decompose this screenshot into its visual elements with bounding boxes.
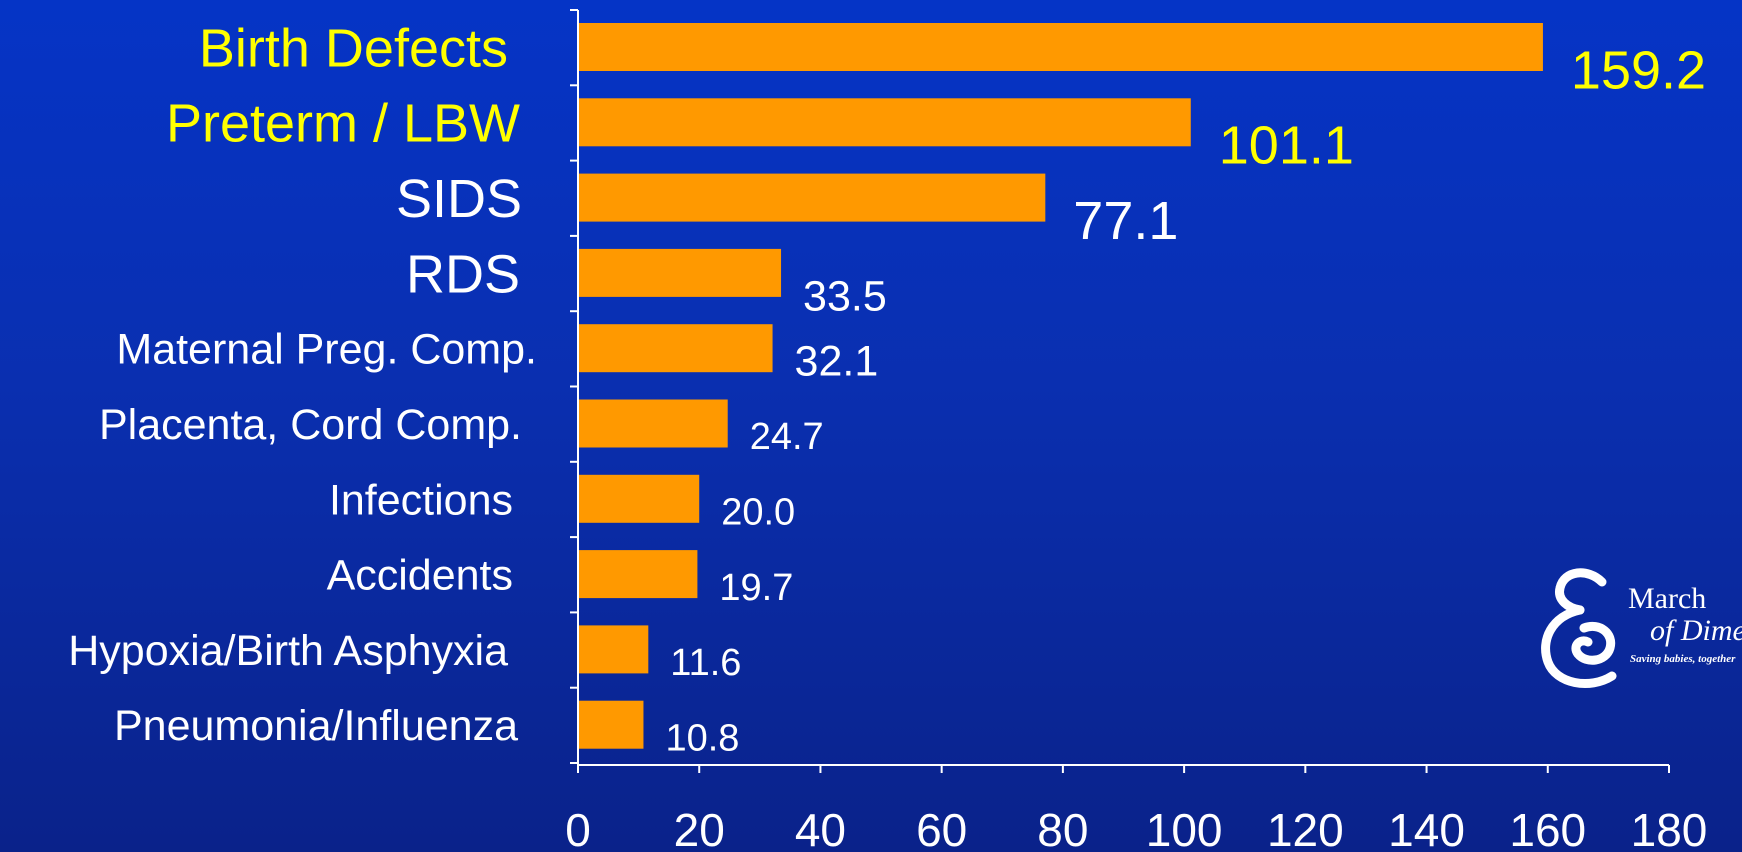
bar-6 <box>579 474 700 523</box>
bar-4 <box>579 324 773 373</box>
bar-7 <box>579 550 698 599</box>
value-label-1: 101.1 <box>1219 116 1354 176</box>
x-tick-label-4: 80 <box>1037 804 1088 852</box>
axes <box>570 9 1670 773</box>
value-label-9: 10.8 <box>665 717 739 759</box>
x-tick-label-8: 160 <box>1509 804 1586 852</box>
x-tick-label-1: 20 <box>674 804 725 852</box>
bar-9 <box>579 700 644 749</box>
bar-5 <box>579 399 728 448</box>
value-label-7: 19.7 <box>719 567 793 609</box>
logo-tagline: Saving babies, together <box>1630 653 1736 665</box>
category-label-9: Pneumonia/Influenza <box>114 702 518 750</box>
category-label-6: Infections <box>329 476 513 524</box>
x-tick-label-6: 120 <box>1267 804 1344 852</box>
logo-mother-child-icon <box>1541 568 1617 688</box>
category-label-2: SIDS <box>396 169 522 229</box>
category-label-0: Birth Defects <box>199 18 508 78</box>
value-labels: 159.2 101.1 77.1 33.5 32.1 24.7 20.0 19.7 11.6 10… <box>665 40 1706 759</box>
bars-group <box>579 23 1543 749</box>
x-tick-label-7: 140 <box>1388 804 1465 852</box>
bar-8 <box>579 625 649 674</box>
x-tick-label-2: 40 <box>795 804 846 852</box>
value-label-2: 77.1 <box>1073 191 1178 251</box>
x-tick-label-0: 0 <box>565 804 591 852</box>
category-label-4: Maternal Preg. Comp. <box>116 326 537 374</box>
category-labels: Birth Defects Preterm / LBW SIDS RDS Materna… <box>68 18 537 750</box>
bar-1 <box>579 98 1191 147</box>
bar-3 <box>579 248 782 297</box>
x-tick-label-5: 100 <box>1146 804 1223 852</box>
logo-text-line2: of Dimes <box>1650 614 1742 647</box>
value-label-0: 159.2 <box>1571 40 1706 100</box>
logo-text-line1: March <box>1628 582 1706 615</box>
category-label-3: RDS <box>406 244 520 304</box>
category-label-7: Accidents <box>327 552 513 600</box>
value-label-3: 33.5 <box>803 272 887 320</box>
x-tick-label-3: 60 <box>916 804 967 852</box>
value-label-5: 24.7 <box>750 416 824 458</box>
value-label-4: 32.1 <box>795 338 879 386</box>
category-label-5: Placenta, Cord Comp. <box>99 401 522 449</box>
bar-2 <box>579 173 1046 222</box>
value-label-8: 11.6 <box>670 642 741 684</box>
x-tick-labels: 0 20 40 60 80 100 120 140 160 180 <box>565 804 1707 852</box>
x-tick-label-9: 180 <box>1631 804 1708 852</box>
category-label-1: Preterm / LBW <box>166 94 520 154</box>
value-label-6: 20.0 <box>721 491 795 533</box>
bar-0 <box>579 23 1543 71</box>
category-label-8: Hypoxia/Birth Asphyxia <box>68 627 508 675</box>
march-of-dimes-logo: March of Dimes Saving babies, together <box>1541 568 1742 688</box>
